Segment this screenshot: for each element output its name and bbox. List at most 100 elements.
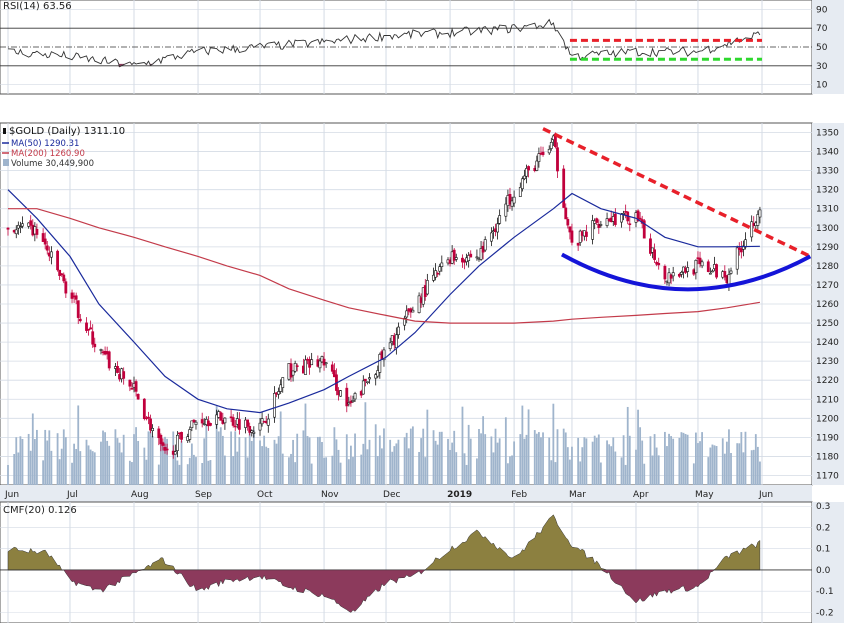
candlestick	[304, 355, 307, 375]
volume-bar	[383, 428, 385, 485]
candlestick	[549, 137, 553, 151]
candlestick	[411, 306, 415, 313]
volume-bar	[649, 436, 652, 485]
price-tick-label: 1240	[816, 338, 839, 348]
candlestick	[180, 431, 183, 443]
candlestick	[151, 424, 155, 438]
candlestick	[510, 196, 514, 211]
volume-bar	[178, 464, 181, 485]
candlestick	[368, 373, 371, 384]
volume-bar	[480, 433, 482, 485]
price-tick-label: 1340	[816, 148, 839, 158]
candlestick	[194, 420, 198, 430]
month-label: Jul	[66, 490, 78, 500]
candlestick	[318, 358, 322, 373]
volume-bar	[509, 456, 511, 485]
volume-bar	[120, 452, 123, 485]
candlestick	[279, 379, 283, 395]
volume-bar	[87, 445, 90, 485]
volume-bar	[492, 452, 495, 485]
volume-bar	[579, 461, 582, 485]
candlestick	[576, 242, 580, 251]
volume-bar	[335, 439, 338, 485]
volume-bar	[263, 435, 266, 485]
month-label: Mar	[569, 490, 586, 500]
volume-bar	[89, 449, 92, 485]
month-label: Jun	[758, 490, 773, 500]
candlestick	[18, 221, 22, 234]
candlestick	[454, 253, 458, 262]
price-legend-title: $GOLD (Daily) 1311.10	[9, 126, 125, 137]
candlestick	[520, 176, 524, 192]
cmf-tick-label: -0.1	[816, 587, 834, 597]
volume-bar	[131, 462, 133, 485]
volume-bar	[244, 437, 247, 485]
volume-bar	[554, 462, 557, 485]
volume-bar	[684, 433, 687, 485]
candlestick	[6, 227, 10, 236]
volume-bar	[395, 443, 398, 485]
price-tick-label: 1190	[816, 433, 839, 443]
volume-bar	[694, 432, 697, 485]
price-tick-label: 1320	[816, 186, 839, 196]
candlestick	[735, 245, 739, 275]
volume-bar	[614, 451, 617, 485]
month-label: Jun	[4, 490, 19, 500]
candlestick	[99, 348, 103, 355]
volume-bar	[496, 442, 499, 485]
volume-bar	[641, 440, 644, 485]
candlestick	[192, 419, 196, 423]
volume-bar	[562, 428, 565, 485]
month-label: Nov	[321, 490, 339, 500]
price-tick-label: 1300	[816, 224, 839, 234]
candlestick	[378, 352, 382, 379]
candlestick	[332, 363, 336, 378]
volume-bar	[422, 428, 425, 485]
volume-bar	[533, 430, 536, 485]
price-legend-ma200: MA(200) 1260.90	[11, 149, 85, 159]
candlestick	[136, 393, 140, 400]
volume-bar	[325, 457, 328, 485]
volume-bar	[571, 446, 573, 485]
volume-bar	[407, 448, 410, 485]
axis-ticks: Jun Jul Aug Sep Oct Nov Dec 2019 Feb Mar Apr May Jun…	[4, 5, 839, 618]
candlestick	[266, 413, 270, 433]
candlestick	[556, 142, 559, 179]
volume-bar	[230, 431, 233, 485]
volume-bar	[236, 451, 239, 485]
volume-bar	[730, 452, 732, 485]
volume-bar	[725, 441, 728, 485]
candlestick	[41, 228, 45, 242]
volume-bar	[292, 439, 294, 485]
cmf-panel	[0, 501, 813, 624]
volume-bar	[744, 431, 747, 485]
volume-bar	[405, 432, 408, 485]
volume-bar	[723, 453, 726, 485]
volume-bar	[504, 417, 507, 485]
volume-bar	[610, 446, 613, 485]
rsi-tick-label: 30	[816, 62, 828, 72]
volume-bar	[304, 403, 307, 485]
volume-bar	[306, 436, 309, 485]
volume-bar	[525, 434, 528, 485]
volume-bar	[507, 463, 509, 485]
volume-bar	[79, 451, 82, 485]
volume-bar	[713, 445, 716, 485]
candlestick	[671, 266, 675, 282]
volume-bar	[364, 402, 367, 485]
volume-bars	[7, 402, 761, 485]
cmf-negative-area	[7, 569, 761, 613]
volume-bar	[145, 459, 148, 485]
candlestick	[700, 259, 704, 269]
volume-bar	[666, 446, 668, 485]
cmf-tick-label: -0.2	[816, 608, 834, 618]
volume-bar	[490, 436, 493, 485]
candlestick	[347, 396, 351, 407]
volume-bar	[608, 444, 611, 485]
volume-bar	[60, 448, 63, 485]
candlestick	[452, 248, 456, 265]
month-label: Feb	[511, 490, 527, 500]
volume-bar	[521, 405, 524, 485]
candlestick	[85, 317, 88, 333]
candlestick	[708, 267, 712, 275]
